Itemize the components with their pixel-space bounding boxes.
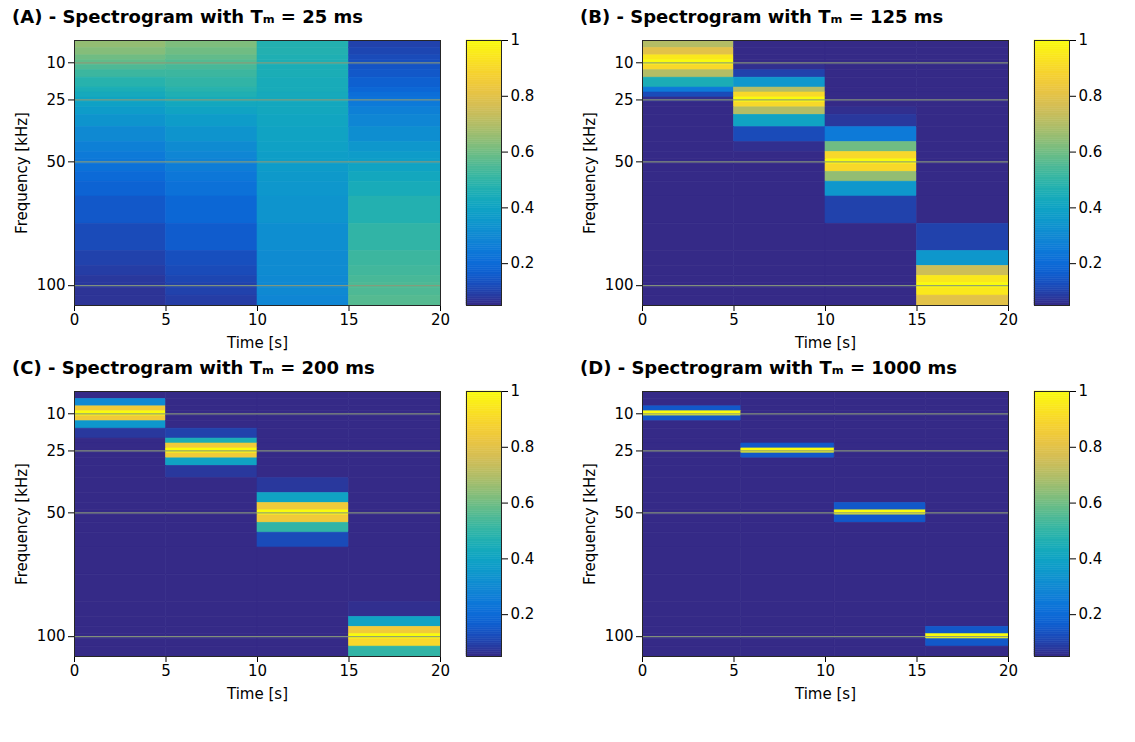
svg-text:10: 10	[248, 662, 267, 680]
svg-text:20: 20	[431, 311, 450, 329]
svg-text:50: 50	[46, 153, 65, 171]
svg-text:Time [s]: Time [s]	[794, 334, 856, 352]
svg-text:15: 15	[339, 662, 358, 680]
svg-text:100: 100	[37, 276, 66, 294]
svg-text:25: 25	[46, 442, 65, 460]
svg-text:25: 25	[614, 91, 633, 109]
svg-text:0.2: 0.2	[511, 605, 535, 623]
html-text:(C) - Spectrogram with Tₘ = 20: (C) - Spectrogram with Tₘ = 200 ms	[12, 357, 375, 378]
svg-text:100: 100	[605, 627, 634, 645]
svg-text:0.6: 0.6	[511, 143, 535, 161]
svg-text:0.6: 0.6	[1079, 494, 1103, 512]
svg-text:0.8: 0.8	[511, 438, 535, 456]
svg-text:0: 0	[70, 662, 80, 680]
svg-text:10: 10	[46, 405, 65, 423]
svg-text:50: 50	[614, 504, 633, 522]
svg-text:0.6: 0.6	[1079, 143, 1103, 161]
svg-text:1: 1	[511, 382, 521, 400]
svg-text:Frequency [kHz]: Frequency [kHz]	[581, 112, 599, 234]
svg-text:20: 20	[431, 662, 450, 680]
svg-text:0: 0	[638, 662, 648, 680]
svg-text:25: 25	[614, 442, 633, 460]
svg-text:20: 20	[999, 311, 1018, 329]
svg-text:Frequency [kHz]: Frequency [kHz]	[581, 463, 599, 585]
svg-text:1: 1	[511, 31, 521, 49]
svg-text:0.8: 0.8	[1079, 87, 1103, 105]
svg-text:15: 15	[907, 311, 926, 329]
svg-text:10: 10	[816, 662, 835, 680]
svg-text:0.4: 0.4	[1079, 550, 1103, 568]
svg-text:1: 1	[1079, 31, 1089, 49]
html-text:(D) - Spectrogram with Tₘ = 10: (D) - Spectrogram with Tₘ = 1000 ms	[580, 357, 958, 378]
svg-text:10: 10	[614, 54, 633, 72]
svg-text:100: 100	[605, 276, 634, 294]
svg-text:0.8: 0.8	[1079, 438, 1103, 456]
svg-text:50: 50	[614, 153, 633, 171]
svg-text:Time [s]: Time [s]	[226, 685, 288, 703]
svg-text:100: 100	[37, 627, 66, 645]
svg-text:5: 5	[729, 662, 739, 680]
svg-text:5: 5	[161, 662, 171, 680]
svg-text:0.2: 0.2	[1079, 605, 1103, 623]
svg-text:15: 15	[907, 662, 926, 680]
svg-text:10: 10	[46, 54, 65, 72]
svg-text:50: 50	[46, 504, 65, 522]
svg-text:10: 10	[614, 405, 633, 423]
svg-text:10: 10	[248, 311, 267, 329]
svg-text:0.2: 0.2	[1079, 254, 1103, 272]
svg-text:0.4: 0.4	[511, 199, 535, 217]
svg-text:0.6: 0.6	[511, 494, 535, 512]
svg-text:Frequency [kHz]: Frequency [kHz]	[13, 463, 31, 585]
svg-text:1: 1	[1079, 382, 1089, 400]
svg-text:25: 25	[46, 91, 65, 109]
svg-text:5: 5	[729, 311, 739, 329]
svg-text:0.4: 0.4	[511, 550, 535, 568]
svg-text:0.4: 0.4	[1079, 199, 1103, 217]
svg-text:10: 10	[816, 311, 835, 329]
svg-text:0: 0	[638, 311, 648, 329]
html-text:(B) - Spectrogram with Tₘ = 12: (B) - Spectrogram with Tₘ = 125 ms	[580, 6, 944, 27]
svg-text:20: 20	[999, 662, 1018, 680]
svg-text:0.2: 0.2	[511, 254, 535, 272]
svg-text:5: 5	[161, 311, 171, 329]
svg-text:0: 0	[70, 311, 80, 329]
svg-text:Time [s]: Time [s]	[794, 685, 856, 703]
svg-text:0.8: 0.8	[511, 87, 535, 105]
svg-text:15: 15	[339, 311, 358, 329]
html-text:(A) - Spectrogram with Tₘ = 25: (A) - Spectrogram with Tₘ = 25 ms	[12, 6, 363, 27]
svg-text:Frequency [kHz]: Frequency [kHz]	[13, 112, 31, 234]
svg-text:Time [s]: Time [s]	[226, 334, 288, 352]
